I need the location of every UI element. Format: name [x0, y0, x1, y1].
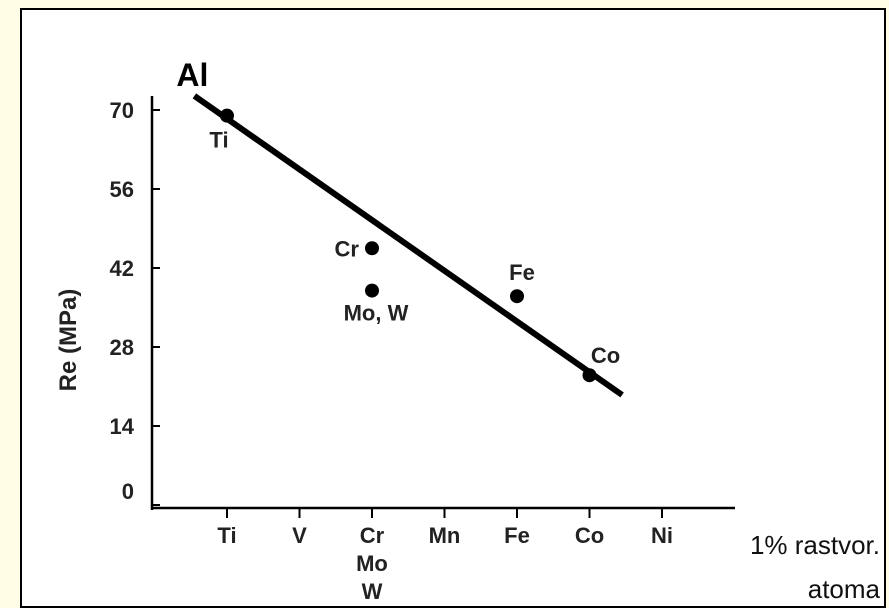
data-point-label: Cr	[335, 236, 360, 261]
data-point-label: Ti	[209, 128, 228, 153]
x-tick-label: Ti	[217, 523, 236, 548]
data-point-label: Co	[591, 343, 620, 368]
x-axis-label: atoma	[808, 574, 881, 604]
y-tick-label: 28	[110, 335, 134, 360]
x-tick-label: Cr	[360, 523, 385, 548]
y-tick-label: 14	[110, 414, 135, 439]
data-point	[365, 241, 379, 256]
x-tick-label: Co	[575, 523, 604, 548]
x-tick-label: Mn	[429, 523, 461, 548]
trend-line	[192, 93, 624, 398]
data-point	[220, 108, 234, 123]
y-tick-label: 42	[110, 256, 134, 281]
x-tick-label: Fe	[504, 523, 530, 548]
x-tick-label: W	[362, 579, 383, 604]
x-tick-label: V	[292, 523, 307, 548]
y-tick-label: 70	[110, 98, 134, 123]
x-tick-label: Mo	[356, 551, 388, 576]
y-axis-label: Re (MPa)	[55, 289, 82, 392]
y-tick-label: 0	[122, 479, 134, 504]
trend-line-label: Al	[176, 57, 208, 93]
data-point-label: Fe	[509, 260, 535, 285]
x-axis-label: 1% rastvor.	[750, 530, 880, 560]
data-point	[365, 283, 379, 298]
y-tick-label: 56	[110, 177, 134, 202]
data-point	[582, 368, 597, 383]
data-point	[510, 289, 524, 304]
x-tick-label: Ni	[651, 523, 673, 548]
data-point-label: Mo, W	[344, 301, 409, 326]
